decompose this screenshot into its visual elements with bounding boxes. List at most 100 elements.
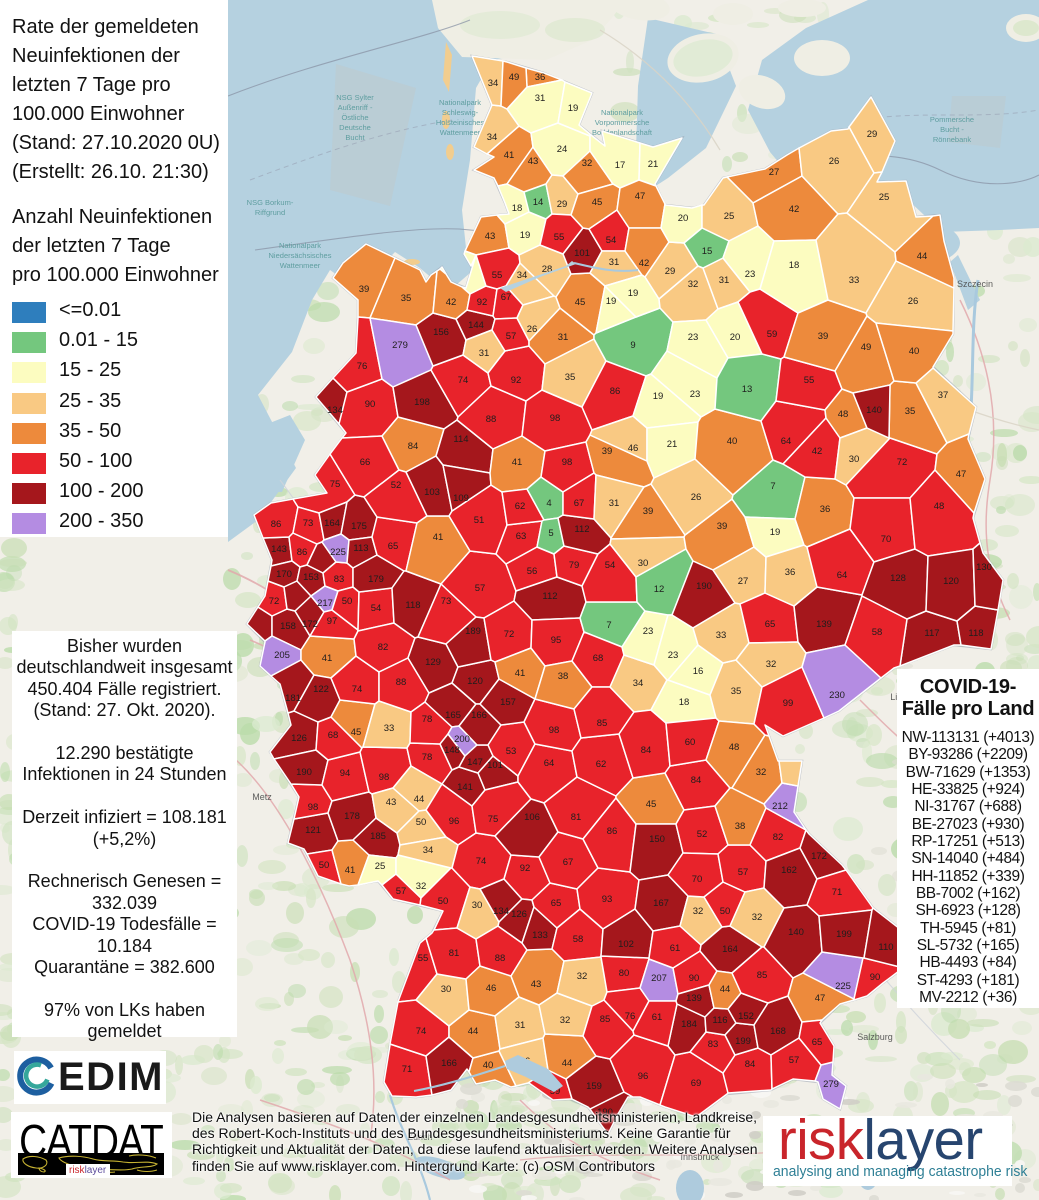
svg-text:30: 30	[472, 900, 483, 911]
svg-text:38: 38	[558, 671, 569, 682]
svg-text:39: 39	[602, 446, 613, 457]
svg-text:43: 43	[485, 231, 496, 242]
svg-text:39: 39	[359, 284, 370, 295]
svg-text:42: 42	[789, 204, 800, 215]
svg-text:113: 113	[353, 543, 368, 554]
svg-text:Niedersächsisches: Niedersächsisches	[269, 251, 332, 260]
svg-text:144: 144	[468, 320, 484, 331]
svg-text:25: 25	[724, 211, 735, 222]
svg-text:143: 143	[271, 544, 287, 555]
svg-text:18: 18	[789, 260, 800, 271]
svg-text:35: 35	[731, 686, 742, 697]
svg-text:279: 279	[823, 1079, 839, 1090]
svg-text:34: 34	[487, 132, 498, 143]
svg-text:35: 35	[565, 372, 576, 383]
svg-text:109: 109	[453, 493, 469, 504]
svg-text:38: 38	[735, 821, 746, 832]
svg-text:78: 78	[422, 714, 433, 725]
svg-text:55: 55	[418, 953, 429, 964]
svg-text:47: 47	[956, 469, 967, 480]
svg-text:189: 189	[465, 626, 481, 637]
svg-text:84: 84	[691, 775, 702, 786]
svg-text:80: 80	[619, 968, 630, 979]
svg-text:Boddenlandschaft: Boddenlandschaft	[592, 128, 653, 137]
svg-text:71: 71	[402, 1064, 413, 1075]
svg-text:116: 116	[712, 1015, 727, 1026]
svg-text:50: 50	[438, 896, 449, 907]
svg-text:41: 41	[345, 865, 356, 876]
svg-text:35: 35	[905, 406, 916, 417]
svg-text:45: 45	[575, 297, 586, 308]
svg-text:103: 103	[424, 487, 440, 498]
svg-text:Nationalpark: Nationalpark	[279, 241, 321, 250]
svg-text:190: 190	[597, 1107, 613, 1118]
svg-text:190: 190	[696, 581, 712, 592]
svg-text:61: 61	[670, 943, 681, 954]
svg-text:74: 74	[416, 1026, 427, 1037]
svg-text:157: 157	[500, 697, 516, 708]
svg-text:20: 20	[730, 332, 741, 343]
svg-text:64: 64	[837, 570, 848, 581]
svg-text:74: 74	[458, 375, 469, 386]
svg-text:181: 181	[285, 693, 301, 704]
svg-text:162: 162	[781, 865, 797, 876]
svg-text:19: 19	[568, 103, 579, 114]
svg-text:30: 30	[441, 984, 452, 995]
svg-text:92: 92	[477, 297, 488, 308]
svg-text:Nationalpark: Nationalpark	[601, 108, 643, 117]
svg-text:Schleswig-: Schleswig-	[442, 108, 479, 117]
svg-text:45: 45	[351, 727, 362, 738]
svg-text:134: 134	[493, 906, 509, 917]
svg-text:141: 141	[457, 782, 473, 793]
svg-text:37: 37	[938, 390, 949, 401]
svg-text:65: 65	[551, 898, 562, 909]
svg-text:49: 49	[509, 72, 520, 83]
svg-text:225: 225	[330, 547, 346, 558]
svg-text:17: 17	[615, 160, 626, 171]
svg-text:16: 16	[693, 666, 704, 677]
svg-text:29: 29	[557, 199, 568, 210]
svg-text:101: 101	[574, 248, 590, 259]
svg-text:98: 98	[550, 413, 561, 424]
svg-text:25: 25	[375, 861, 386, 872]
svg-text:72: 72	[269, 596, 280, 607]
svg-text:139: 139	[816, 619, 832, 630]
svg-text:279: 279	[392, 340, 408, 351]
svg-text:79: 79	[569, 560, 580, 571]
svg-text:130: 130	[976, 562, 992, 573]
svg-text:39: 39	[643, 506, 654, 517]
svg-text:168: 168	[770, 1026, 786, 1037]
svg-text:30: 30	[849, 454, 860, 465]
svg-text:178: 178	[344, 811, 360, 822]
svg-text:Szczecin: Szczecin	[957, 279, 993, 289]
svg-text:55: 55	[804, 375, 815, 386]
svg-text:46: 46	[628, 443, 639, 454]
svg-text:78: 78	[422, 752, 433, 763]
svg-text:EDIM: EDIM	[58, 1055, 164, 1099]
svg-text:18: 18	[512, 203, 523, 214]
svg-text:48: 48	[729, 742, 740, 753]
svg-text:31: 31	[609, 498, 620, 509]
svg-text:61: 61	[652, 1012, 663, 1023]
svg-text:45: 45	[646, 799, 657, 810]
svg-text:31: 31	[515, 1020, 526, 1031]
svg-text:29: 29	[665, 266, 676, 277]
svg-text:53: 53	[506, 746, 517, 757]
svg-text:73: 73	[441, 596, 452, 607]
svg-text:31: 31	[535, 93, 546, 104]
svg-text:67: 67	[563, 857, 574, 868]
svg-text:32: 32	[577, 971, 588, 982]
svg-text:Holsteinisches: Holsteinisches	[436, 118, 485, 127]
svg-text:Nationalpark: Nationalpark	[439, 98, 481, 107]
svg-text:185: 185	[370, 831, 386, 842]
svg-text:35: 35	[401, 293, 412, 304]
svg-text:34: 34	[423, 845, 434, 856]
svg-text:67: 67	[501, 292, 512, 303]
svg-text:25: 25	[879, 192, 890, 203]
svg-text:33: 33	[716, 630, 727, 641]
svg-text:23: 23	[668, 650, 679, 661]
svg-text:66: 66	[360, 457, 371, 468]
svg-text:19: 19	[653, 391, 664, 402]
svg-text:85: 85	[600, 1014, 611, 1025]
svg-text:86: 86	[271, 519, 282, 530]
